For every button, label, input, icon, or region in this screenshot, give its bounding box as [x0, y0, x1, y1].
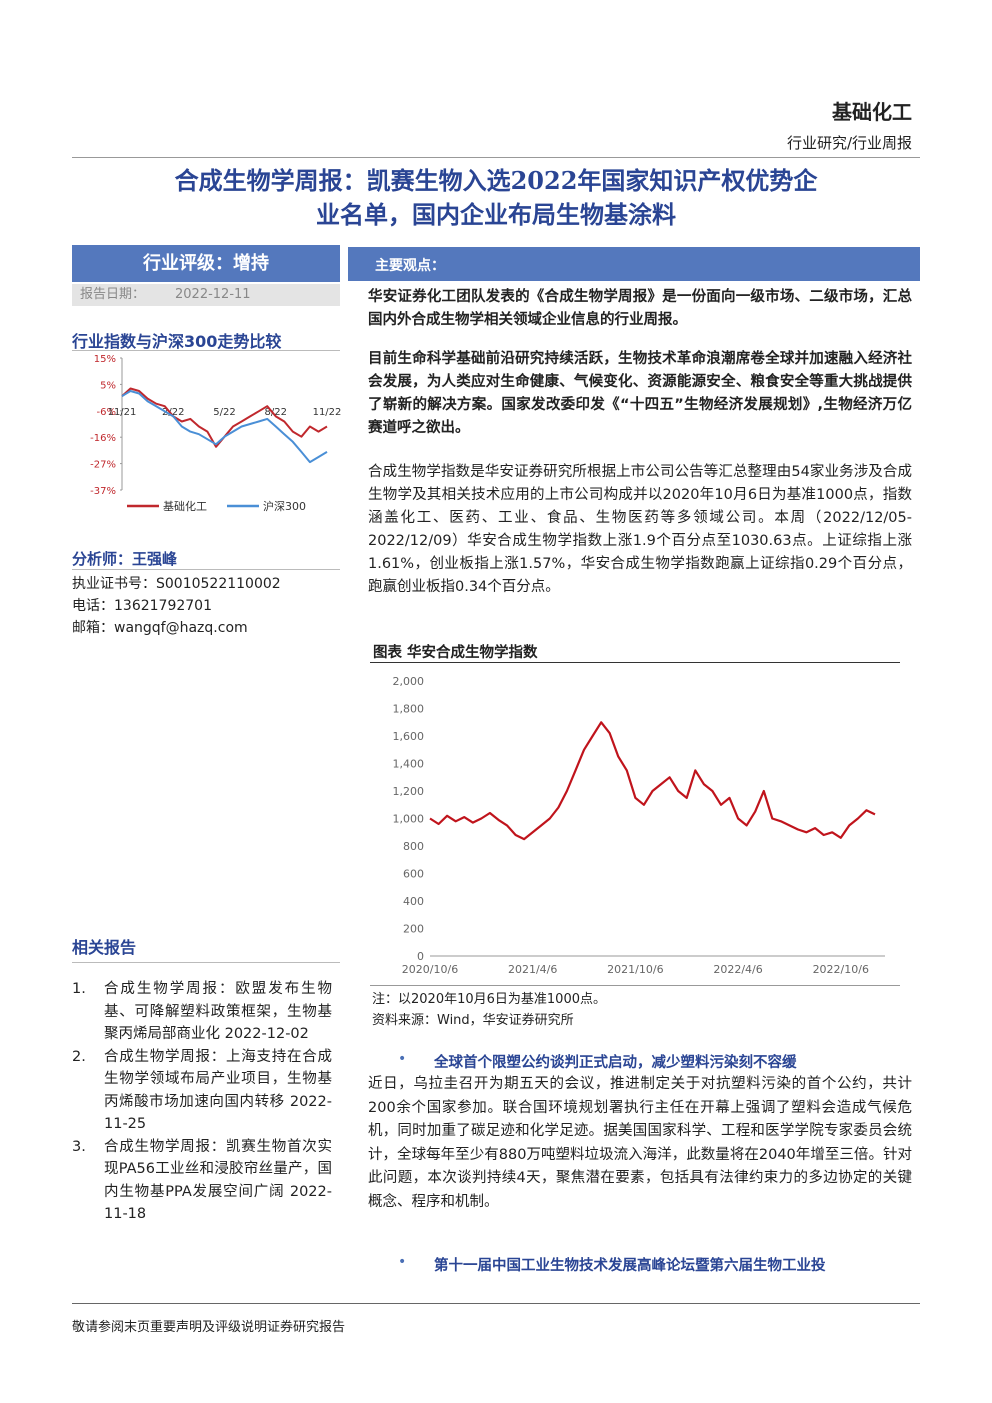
x-tick-label: 2021/10/6	[607, 963, 663, 976]
chart: 0 200 400 600 800 1,000 1,200 1,400 1,600 1,800 2,…	[393, 675, 885, 976]
footer: 敬请参阅末页重要声明及评级说明证券研究报告	[72, 1320, 346, 1335]
chart: 15% 5% -6% -16% -27% -37% 11/21 2/22 5/22 8/22 11/…	[90, 354, 342, 513]
rule	[370, 985, 900, 986]
y-tick-label: -16%	[90, 433, 116, 444]
x-tick-label: 2/22	[162, 407, 184, 418]
title: 合成生物学周报：凯赛生物入选2022年国家知识产权优势企 业名单，国内企业布局生…	[0, 164, 992, 232]
title-line: 合成生物学周报：凯赛生物入选2022年国家知识产权优势企	[174, 166, 818, 195]
related-item: 2. 合成生物学周报：上海支持在合成生物学领域布局产业项目，生物基丙烯酸市场加速向…	[72, 1046, 332, 1136]
chart-title: 行业指数与沪深300走势比较	[72, 332, 282, 351]
y-tick-label: 1,200	[393, 785, 425, 798]
x-tick-label: 2022/10/6	[813, 963, 869, 976]
y-tick-label: 0	[417, 950, 424, 963]
related-heading: 相关报告	[72, 938, 137, 957]
rating: 行业评级：增持	[72, 245, 340, 282]
date-row: 报告日期： 2022-12-11	[72, 284, 340, 306]
analyst-line: 邮箱：wangqf@hazq.com	[72, 620, 248, 636]
sector: 基础化工	[832, 100, 912, 124]
x-tick-label: 8/22	[265, 407, 287, 418]
y-tick-label: -6%	[97, 407, 116, 418]
related-item: 3. 合成生物学周报：凯赛生物首次实现PA56工业丝和浸胶帘丝量产，国内生物基PP…	[72, 1136, 332, 1226]
title-line: 业名单，国内企业布局生物基涂料	[316, 200, 676, 229]
rule	[72, 962, 340, 963]
x-tick-label: 11/22	[313, 407, 342, 418]
paragraph: 华安证券化工团队发表的《合成生物学周报》是一份面向一级市场、二级市场，汇总国内外…	[368, 289, 912, 328]
y-tick-label: 800	[403, 840, 424, 853]
date-label: 报告日期：	[80, 287, 146, 302]
bullet-body: 近日，乌拉圭召开为期五天的会议，推进制定关于对抗塑料污染的首个公约，共计200余…	[368, 1076, 912, 1210]
y-tick-label: 5%	[100, 380, 116, 391]
y-tick-label: -27%	[90, 460, 116, 471]
y-tick-label: 1,800	[393, 703, 425, 716]
y-tick-label: 600	[403, 868, 424, 881]
y-tick-label: 200	[403, 923, 424, 936]
text: 合成生物学周报：欧盟发布生物基、可降解塑料政策框架，生物基聚丙烯局部商业化 20…	[104, 981, 332, 1042]
y-tick-label: 400	[403, 895, 424, 908]
paragraph: 合成生物学指数是华安证券研究所根据上市公司公告等汇总整理由54家业务涉及合成生物…	[368, 464, 912, 595]
note: 资料来源：Wind，华安证券研究所	[372, 1013, 574, 1028]
x-tick-label: 2020/10/6	[402, 963, 458, 976]
x-tick-label: 11/21	[108, 407, 137, 418]
series-line	[121, 390, 328, 464]
y-tick-label: 15%	[94, 354, 116, 365]
num: 3.	[72, 1138, 86, 1155]
x-tick-label: 5/22	[213, 407, 235, 418]
paragraph: 目前生命科学基础前沿研究持续活跃，生物技术革命浪潮席卷全球并加速融入经济社会发展…	[368, 351, 912, 436]
chart-title: 图表 华安合成生物学指数	[373, 645, 538, 661]
related-list: 1. 合成生物学周报：欧盟发布生物基、可降解塑料政策框架，生物基聚丙烯局部商业化 …	[72, 978, 332, 1226]
num: 1.	[72, 981, 86, 997]
y-tick-label: 1,000	[393, 813, 425, 826]
series-line	[429, 721, 876, 841]
rule	[72, 157, 920, 158]
bullet-title: 第十一届中国工业生物技术发展高峰论坛暨第六届生物工业投	[434, 1258, 826, 1274]
x-tick-label: 2022/4/6	[713, 963, 762, 976]
bullet-title: 全球首个限塑公约谈判正式启动，减少塑料污染刻不容缓	[434, 1055, 797, 1071]
legend-label: 基础化工	[163, 499, 207, 513]
x-tick-label: 2021/4/6	[508, 963, 557, 976]
main-heading-bar: 主要观点：	[348, 247, 920, 281]
notes: 注：以2020年10月6日为基准1000点。 资料来源：Wind，华安证券研究所	[372, 989, 606, 1031]
y-tick-label: 2,000	[393, 675, 425, 688]
text: 合成生物学周报：上海支持在合成生物学领域布局产业项目，生物基丙烯酸市场加速向国内…	[104, 1048, 332, 1133]
rule	[370, 662, 900, 663]
rule	[72, 350, 340, 351]
category: 行业研究/行业周报	[786, 134, 912, 152]
main-heading: 主要观点：	[375, 258, 445, 274]
legend-label: 沪深300	[263, 499, 306, 513]
analyst-line: 电话：13621792701	[72, 598, 212, 614]
note: 注：以2020年10月6日为基准1000点。	[372, 992, 606, 1007]
rule	[72, 569, 340, 570]
analyst-heading: 分析师：王强峰	[72, 550, 178, 568]
analyst-line: 执业证书号：S0010522110002	[72, 576, 281, 592]
rule	[72, 1303, 920, 1304]
bullet: •	[398, 1051, 407, 1067]
text: 合成生物学周报：凯赛生物首次实现PA56工业丝和浸胶帘丝量产，国内生物基PPA发…	[104, 1138, 332, 1223]
y-tick-label: 1,400	[393, 758, 425, 771]
y-tick-label: 1,600	[393, 730, 425, 743]
analyst-info: 执业证书号：S0010522110002 电话：13621792701 邮箱：w…	[72, 573, 281, 639]
y-tick-label: -37%	[90, 486, 116, 497]
bullet: •	[398, 1254, 407, 1270]
date: 2022-12-11	[175, 287, 251, 302]
num: 2.	[72, 1048, 86, 1065]
related-item: 1. 合成生物学周报：欧盟发布生物基、可降解塑料政策框架，生物基聚丙烯局部商业化 …	[72, 978, 332, 1046]
